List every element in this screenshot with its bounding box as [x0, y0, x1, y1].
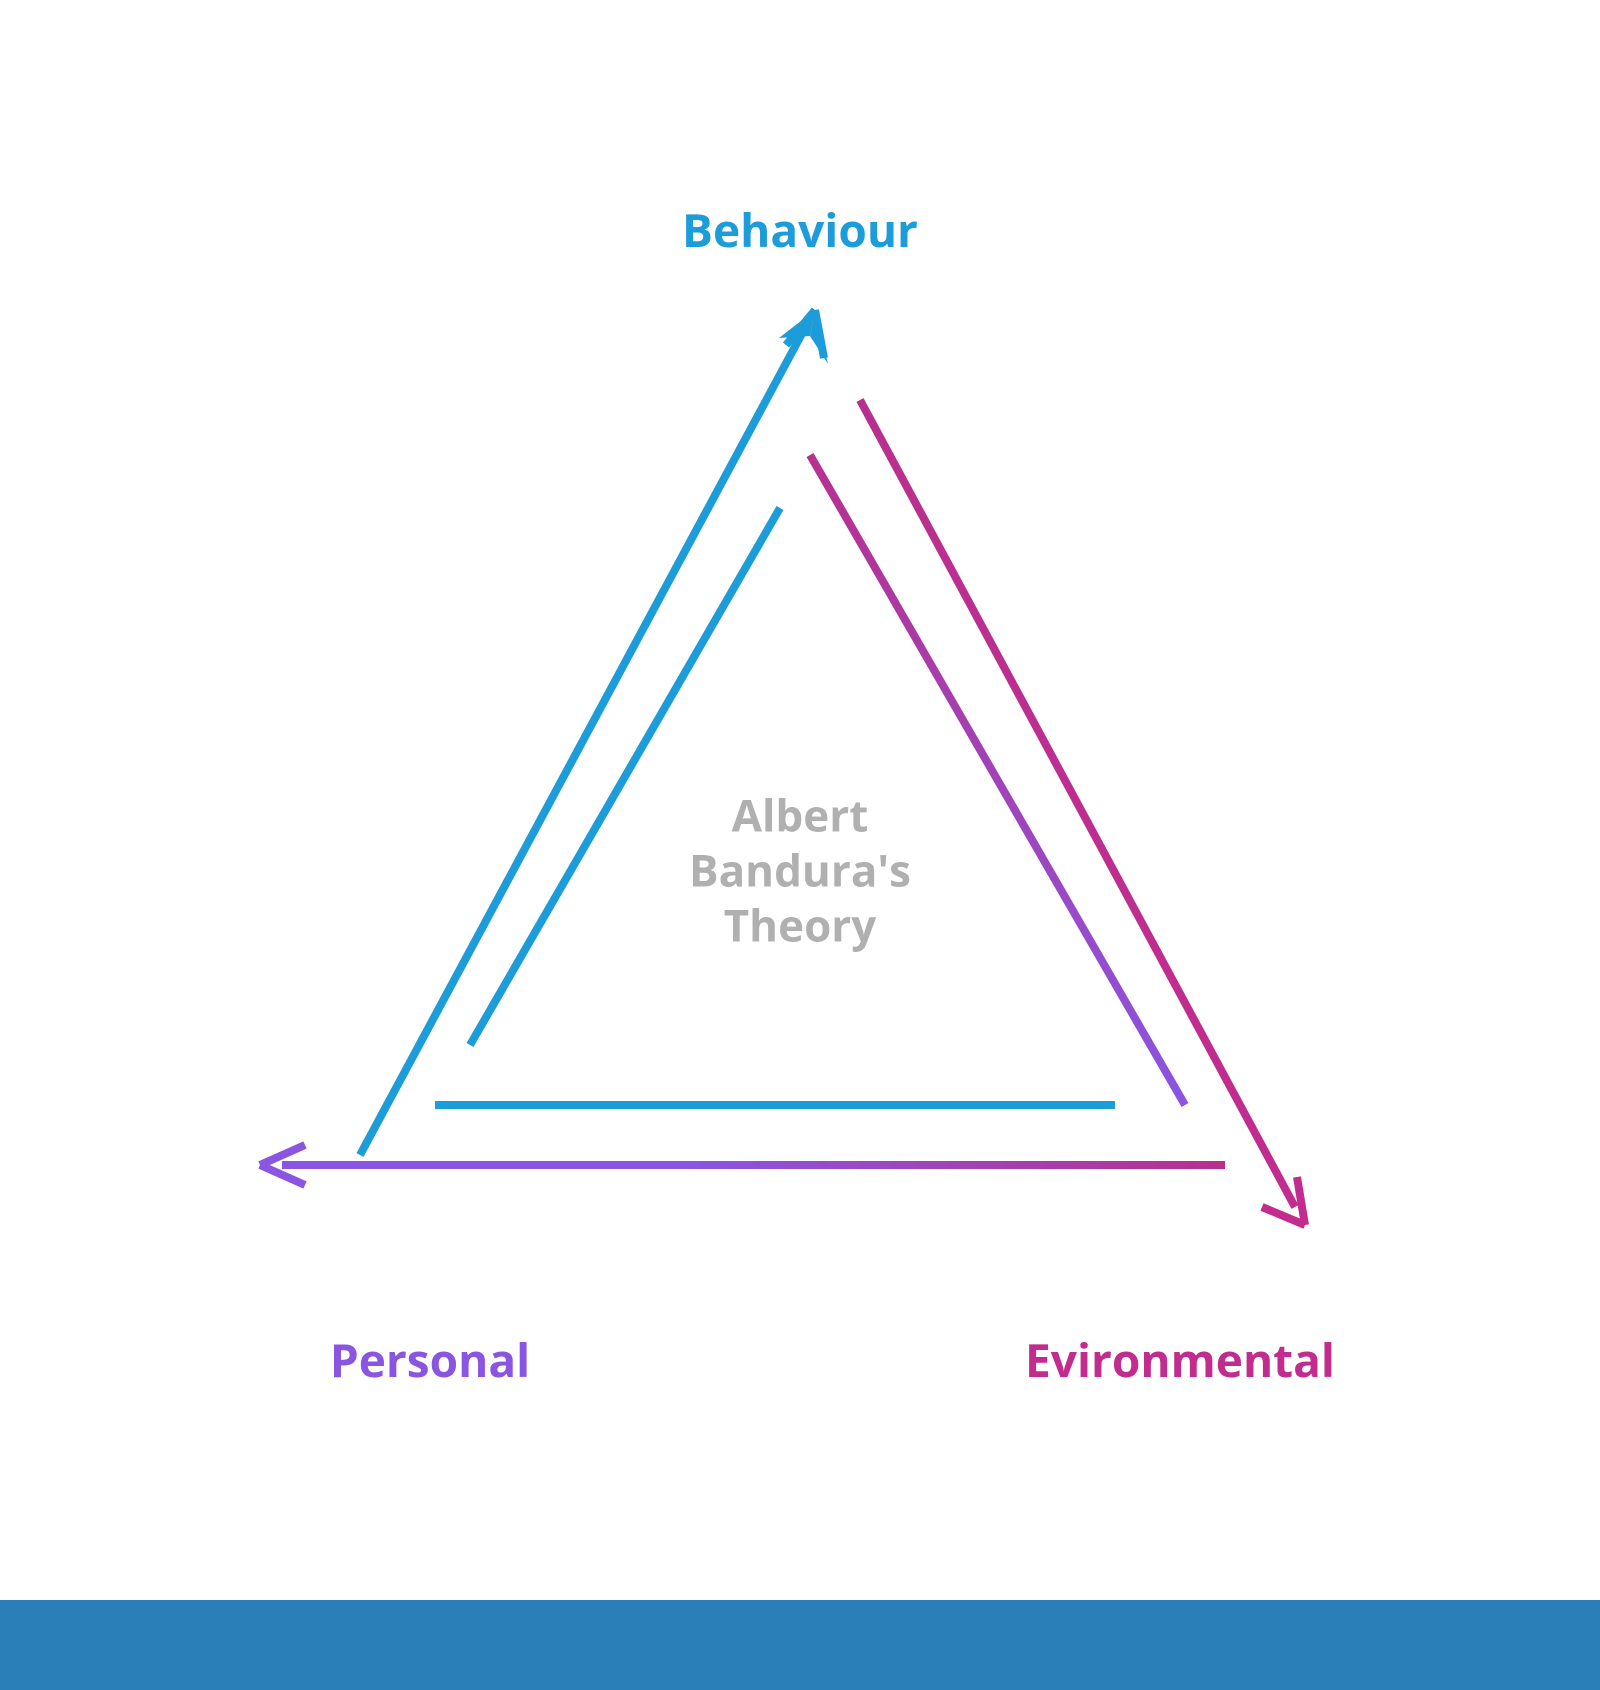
footer-bar	[0, 1600, 1600, 1690]
center-line1: Albert	[689, 788, 911, 843]
inner-right-side	[810, 455, 1185, 1105]
label-personal: Personal	[330, 1329, 530, 1391]
arrow-bottom-left	[260, 1145, 1225, 1185]
center-title: Albert Bandura's Theory	[689, 788, 911, 953]
label-behaviour: Behaviour	[682, 199, 918, 261]
label-environmental: Evironmental	[1025, 1329, 1335, 1391]
inner-left-side	[470, 508, 780, 1045]
center-line3: Theory	[689, 898, 911, 953]
arrow-left-up	[360, 310, 828, 1155]
center-line2: Bandura's	[689, 843, 911, 898]
